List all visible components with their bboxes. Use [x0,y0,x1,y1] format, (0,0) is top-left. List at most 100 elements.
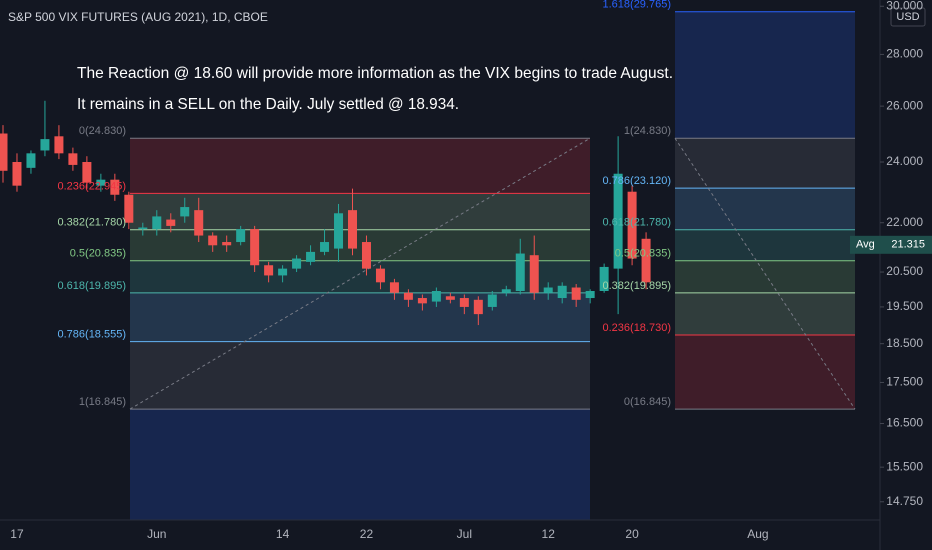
candle-body [320,242,330,252]
fib-zone [130,229,590,261]
candle-body [264,265,274,276]
fib-zone [675,11,855,139]
chart-title: S&P 500 VIX FUTURES (AUG 2021), 1D, CBOE [8,10,268,24]
y-tick-label: 24.000 [886,154,923,168]
x-tick-label: Aug [747,527,768,541]
candle-body [250,229,260,266]
candle-body [487,294,497,307]
candle-body [543,287,553,293]
candle-body [529,255,539,293]
fib-zone [130,138,590,194]
candle-body [641,238,651,283]
y-tick-label: 14.750 [886,494,923,508]
x-tick-label: Jun [147,527,166,541]
candle-body [361,242,371,269]
fib-zone [675,335,855,410]
candle-body [40,139,50,151]
candle-body [445,296,455,300]
x-tick-label: 17 [10,527,24,541]
fib-zone [675,138,855,189]
avg-label: Avg [856,239,875,251]
candle-body [473,299,483,315]
fib-label: 1(16.845) [79,396,126,408]
candle-body [389,282,399,293]
x-tick-label: Jul [457,527,472,541]
fib-label: 0(16.845) [624,396,671,408]
fib-zone [675,292,855,336]
fib-zone [675,229,855,261]
fib-label: 0.236(18.730) [603,322,672,334]
candle-body [26,153,36,168]
candle-body [68,153,78,165]
candle-body [627,191,637,259]
fib-label: 0.382(19.895) [603,280,672,292]
candle-body [180,207,190,217]
fib-label: 0(24.830) [79,125,126,137]
x-tick-label: 22 [360,527,374,541]
x-tick-label: 20 [625,527,639,541]
candle-body [306,251,316,262]
y-tick-label: 18.500 [886,336,923,350]
fib-zone [130,292,590,342]
x-tick-label: 14 [276,527,290,541]
candle-body [334,213,344,249]
candle-body [571,287,581,300]
trend-line [129,137,591,410]
candle-body [236,229,246,243]
candle-body [459,298,469,307]
fib-label: 0.5(20.835) [70,248,126,260]
candle-body [599,266,609,292]
candle-body [82,162,92,183]
fib-zone [130,193,590,230]
candle-body [12,162,22,186]
fib-label: 0.786(23.120) [603,175,672,187]
candle-body [348,210,357,249]
fib-label: 0.618(21.780) [603,217,672,229]
fib-zone [130,260,590,293]
candle-body [166,219,176,226]
avg-tag [850,235,932,254]
candle-body [515,253,525,292]
candle-body [124,194,134,223]
candle-body [110,179,120,195]
candle-body [501,289,511,293]
fib-zone [675,260,855,293]
currency-box [890,7,926,27]
fib-zone [130,341,590,410]
fib-label: 1(24.830) [624,125,671,137]
y-tick-label: 17.500 [886,375,923,389]
candle-body [375,268,385,283]
candle-body [194,210,204,236]
candle-body [208,235,218,246]
fib-label: 0.382(21.780) [58,217,127,229]
candle-body [54,136,64,154]
candle-body [585,291,595,299]
candle-body [278,268,288,276]
candle-body [403,292,413,300]
y-tick-label: 19.500 [886,299,923,313]
currency: USD [896,11,919,23]
y-tick-label: 15.500 [886,459,923,473]
annotation: It remains in a SELL on the Daily. July … [77,96,459,113]
candle-body [222,242,232,246]
candle-body [613,173,623,269]
candle-body [417,298,427,304]
fib-label: 0.236(22.945) [58,180,127,192]
candle-body [152,216,162,230]
avg-value: 21.315 [891,239,925,251]
fib-zone [130,409,590,520]
y-tick-label: 20.500 [886,264,923,278]
y-tick-label: 28.000 [886,47,923,61]
fib-label: 1.618(29.765) [603,0,672,11]
candle-body [138,227,148,230]
candle-body [0,133,8,171]
fib-label: 0.618(19.895) [58,280,127,292]
x-tick-label: 12 [542,527,556,541]
fib-label: 0.5(20.835) [615,248,671,260]
fib-zone [675,188,855,230]
annotation: The Reaction @ 18.60 will provide more i… [77,65,673,82]
candle-body [431,291,441,302]
trend-line [674,137,856,410]
